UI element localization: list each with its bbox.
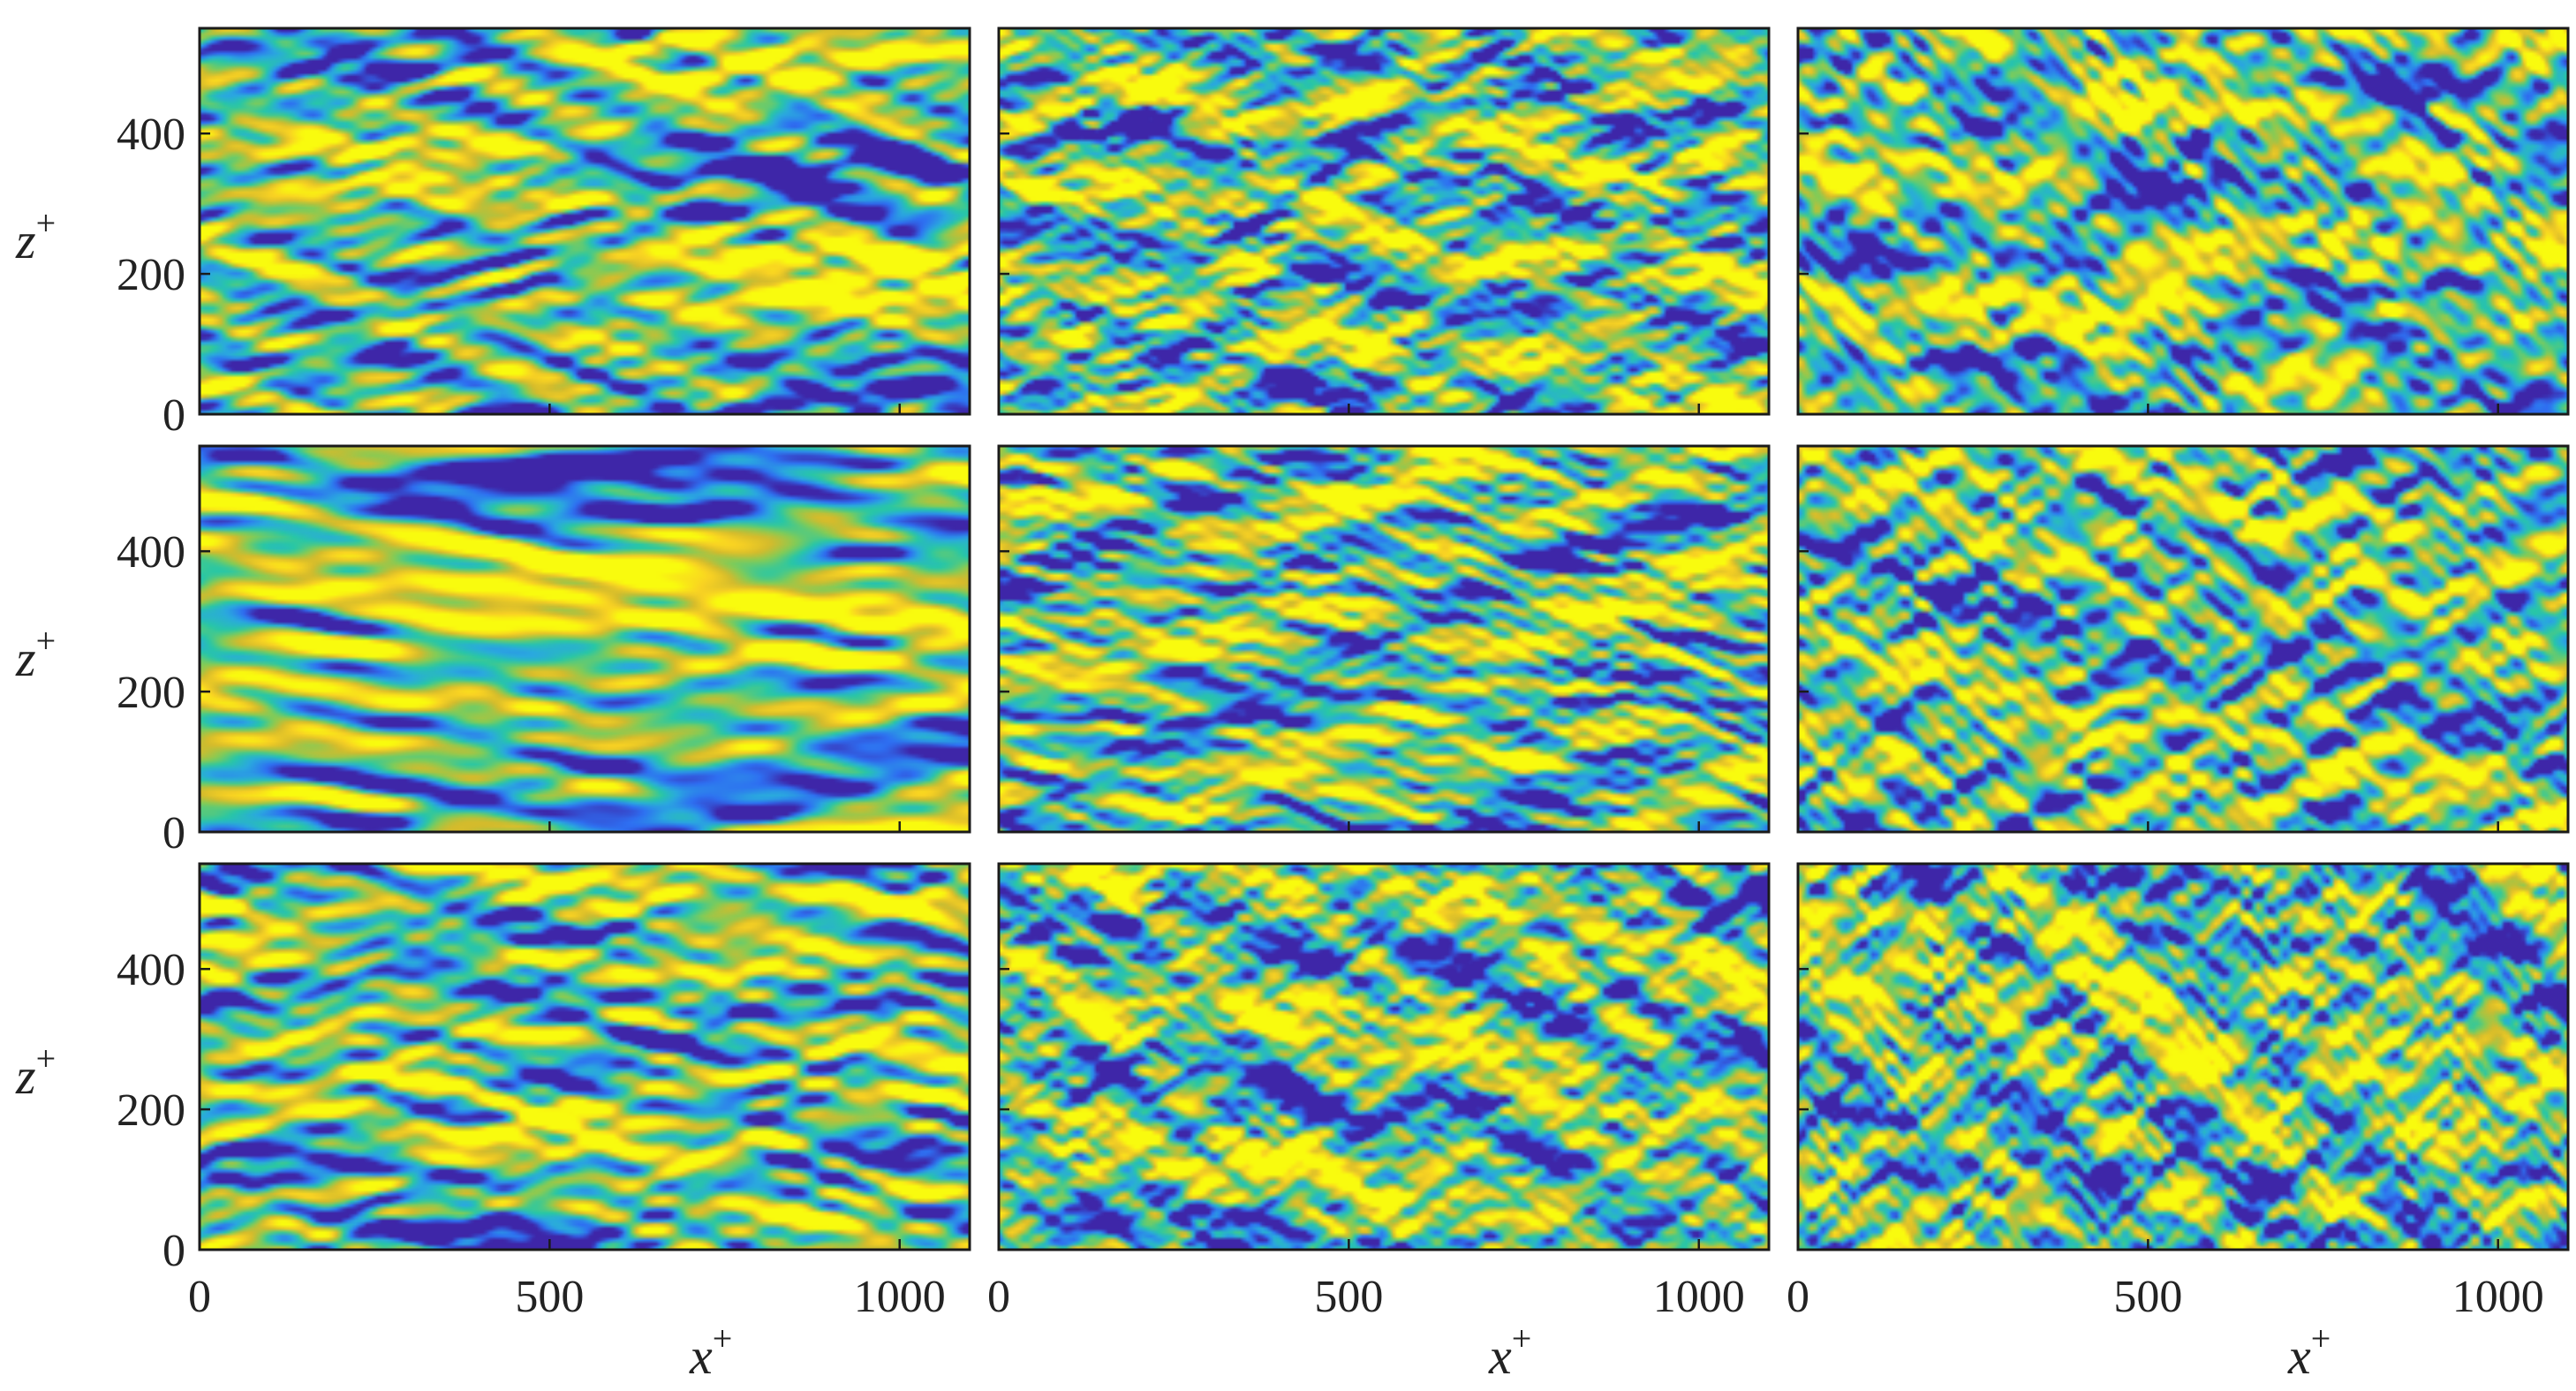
y-tick-label: 200 — [117, 250, 185, 300]
heatmap-panel-r2-c1 — [198, 444, 971, 834]
heatmap-panel-r3-c1 — [198, 862, 971, 1251]
y-tick-label: 200 — [117, 668, 185, 718]
heatmap-panel-r2-c3 — [1796, 444, 2570, 834]
x-tick-label: 1000 — [1653, 1272, 1745, 1322]
panel-frame — [198, 26, 971, 416]
y-tick-label: 200 — [117, 1085, 185, 1136]
heatmap-field — [200, 446, 970, 832]
y-tick-label: 400 — [117, 110, 185, 160]
panel-frame — [1796, 862, 2570, 1251]
panel-frame — [997, 862, 1771, 1251]
x-axis-label: x+ — [1488, 1319, 1531, 1385]
heatmap-field — [999, 864, 1769, 1250]
panel-frame — [997, 444, 1771, 834]
x-tick-label: 1000 — [854, 1272, 946, 1322]
x-tick-label: 0 — [987, 1272, 1010, 1322]
panel-frame — [1796, 444, 2570, 834]
x-axis-label: x+ — [2287, 1319, 2330, 1385]
x-axis-label-superscript: + — [1512, 1319, 1532, 1358]
panel-frame — [198, 862, 971, 1251]
x-axis-label-superscript: + — [2311, 1319, 2331, 1358]
panel-frame — [997, 26, 1771, 416]
heatmap-panel-r2-c2 — [997, 444, 1771, 834]
x-tick-label: 500 — [515, 1272, 584, 1322]
panel-frame — [1796, 26, 2570, 416]
x-tick-label: 0 — [1787, 1272, 1809, 1322]
heatmap-field — [1798, 28, 2568, 414]
heatmap-panel-r1-c2 — [997, 26, 1771, 416]
heatmap-panel-r1-c1 — [198, 26, 971, 416]
heatmap-field — [1798, 446, 2568, 832]
panel-frame — [198, 444, 971, 834]
x-tick-label: 0 — [188, 1272, 211, 1322]
y-tick-label: 0 — [162, 390, 185, 441]
y-axis-label-superscript: + — [36, 621, 57, 661]
heatmap-field — [200, 28, 970, 414]
x-tick-label: 500 — [1314, 1272, 1383, 1322]
y-tick-label: 400 — [117, 527, 185, 578]
x-axis-label: x+ — [689, 1319, 732, 1385]
y-axis-label-superscript: + — [36, 1039, 57, 1078]
heatmap-panel-r1-c3 — [1796, 26, 2570, 416]
panel-grid — [198, 26, 2570, 1251]
y-axis-label-superscript: + — [36, 203, 57, 243]
x-tick-label: 500 — [2113, 1272, 2182, 1322]
heatmap-panel-r3-c2 — [997, 862, 1771, 1251]
y-tick-label: 400 — [117, 945, 185, 995]
heatmap-field — [200, 864, 970, 1250]
y-tick-label: 0 — [162, 808, 185, 858]
heatmap-field — [1798, 864, 2568, 1250]
heatmap-field — [999, 28, 1769, 414]
x-axis-label-superscript: + — [713, 1319, 733, 1358]
x-tick-label: 1000 — [2452, 1272, 2544, 1322]
heatmap-panel-r3-c3 — [1796, 862, 2570, 1251]
heatmap-field — [999, 446, 1769, 832]
y-tick-label: 0 — [162, 1226, 185, 1276]
